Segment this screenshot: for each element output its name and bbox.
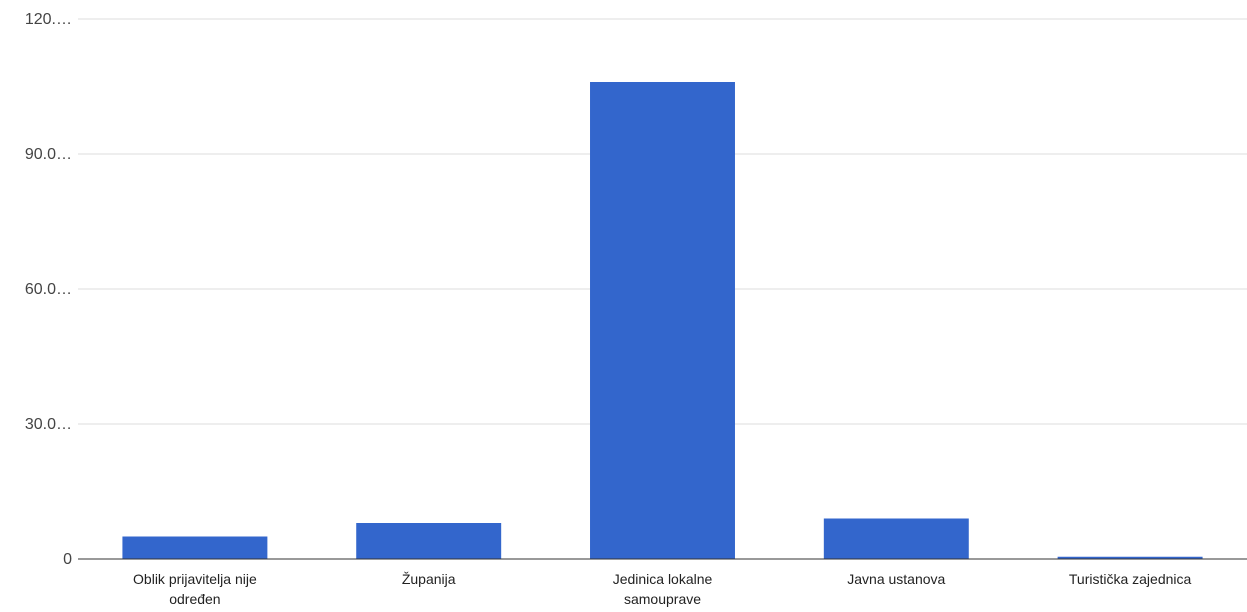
y-tick-label: 30.0… <box>25 416 72 433</box>
bar <box>356 523 502 559</box>
x-category-label: Županija <box>402 571 456 587</box>
y-tick-label: 120.… <box>25 11 72 28</box>
x-category-label: Turistička zajednica <box>1069 571 1192 587</box>
bar <box>590 82 735 559</box>
x-axis-category-labels: Oblik prijavitelja nije određen Županija Je… <box>133 571 1191 607</box>
x-category-label: Javna ustanova <box>847 571 945 587</box>
y-tick-label: 90.0… <box>25 146 72 163</box>
y-tick-label: 0 <box>63 551 72 568</box>
bar <box>122 536 268 559</box>
x-category-label: Jedinica lokalne samouprave <box>613 571 713 607</box>
y-tick-label: 60.0… <box>25 281 72 298</box>
bars <box>122 82 1203 559</box>
y-axis-tick-labels: 0 30.0… 60.0… 90.0… 120.… <box>25 11 72 568</box>
bar <box>823 518 969 559</box>
bar <box>1057 556 1203 559</box>
x-category-label: Oblik prijavitelja nije određen <box>133 571 257 607</box>
